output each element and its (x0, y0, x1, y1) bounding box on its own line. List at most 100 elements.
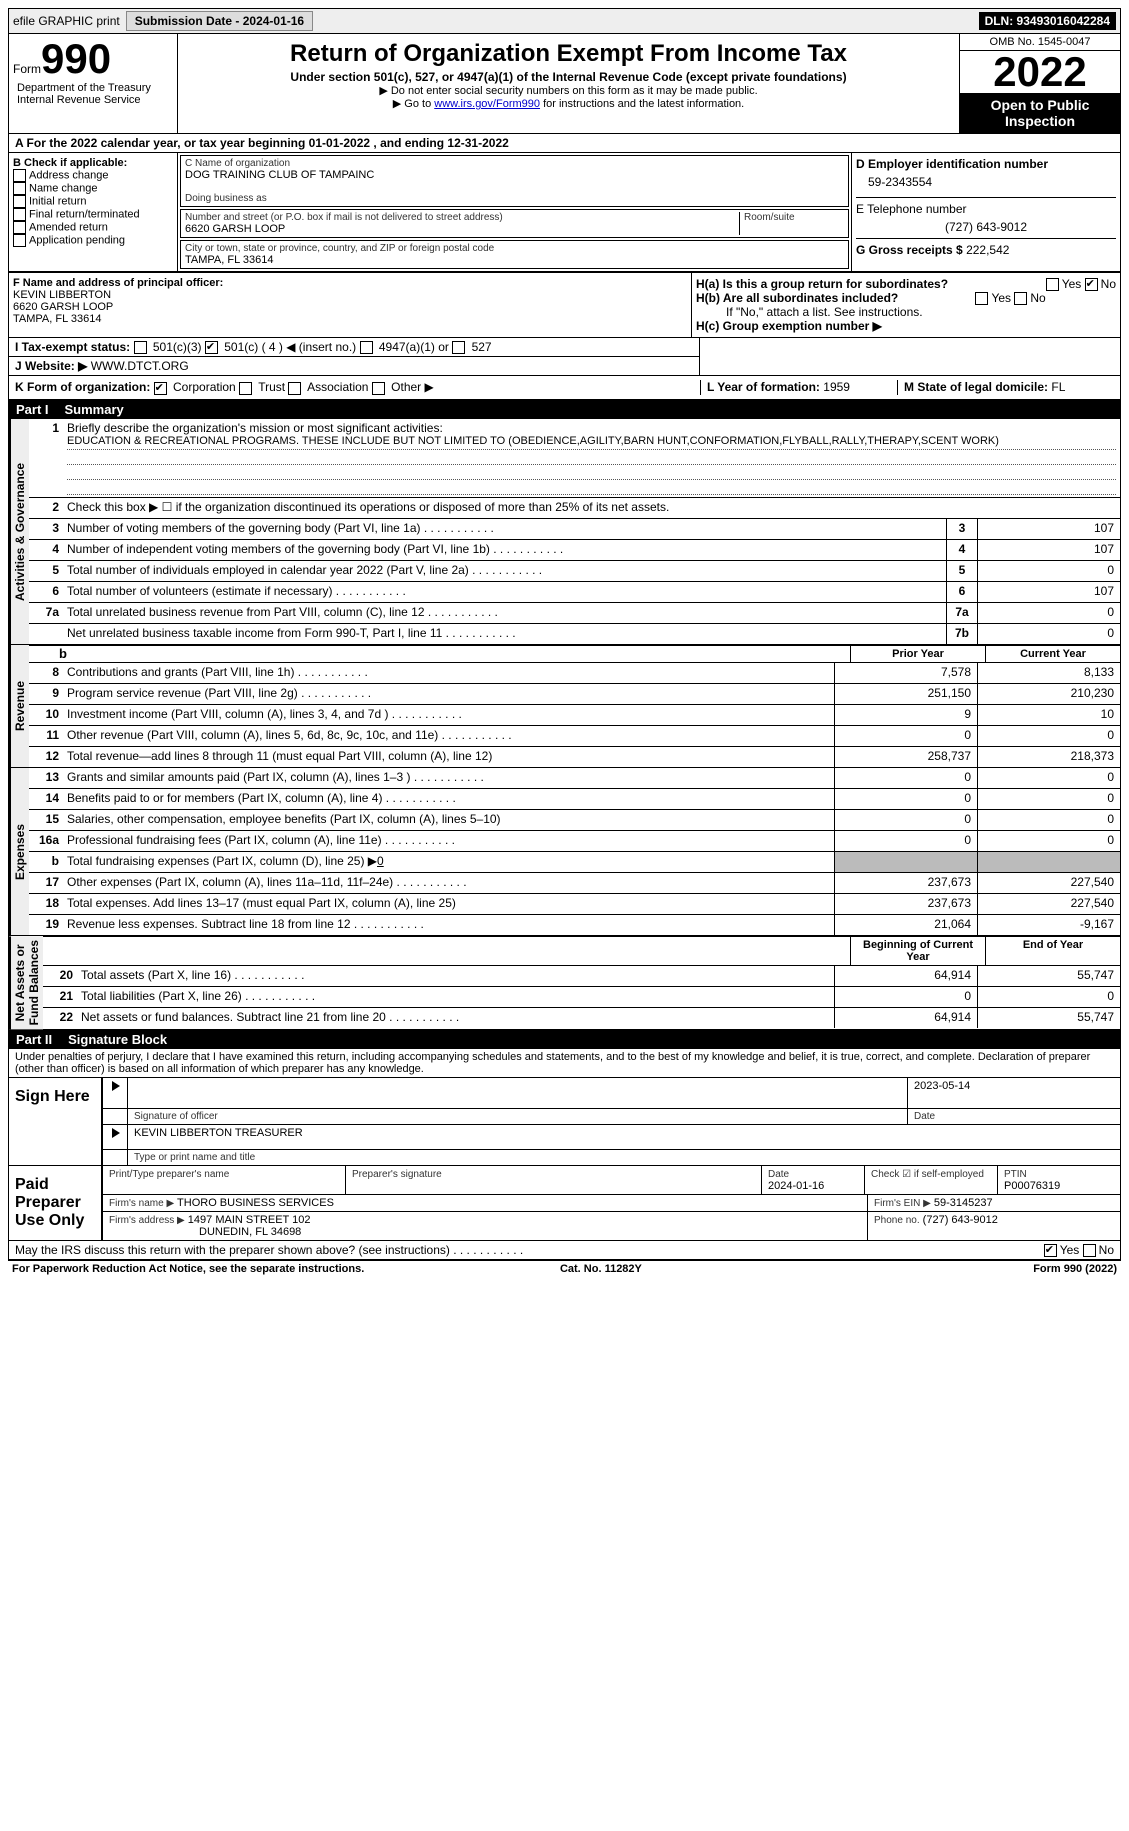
check-self: Check ☑ if self-employed (871, 1169, 984, 1180)
p11: 0 (834, 726, 977, 746)
cb-trust[interactable] (239, 382, 252, 395)
hb-no[interactable] (1014, 292, 1027, 305)
l2-lbl: Check this box ▶ ☐ if the organization d… (63, 498, 1120, 518)
col-h: H(a) Is this a group return for subordin… (691, 273, 1120, 337)
cb-corp[interactable] (154, 382, 167, 395)
goto-post: for instructions and the latest informat… (540, 98, 744, 110)
vert-ag: Activities & Governance (9, 419, 29, 644)
activities-governance: Activities & Governance 1 Briefly descri… (8, 419, 1121, 645)
ein-val: 59-2343554 (856, 171, 1116, 197)
l20: Total assets (Part X, line 16) (77, 966, 834, 986)
irs-yes-lbl: Yes (1060, 1243, 1080, 1257)
cb-amended[interactable] (13, 221, 26, 234)
goto-pre: ▶ Go to (393, 98, 434, 110)
c20: 55,747 (977, 966, 1120, 986)
hb-yes[interactable] (975, 292, 988, 305)
p13: 0 (834, 768, 977, 788)
mission-text: EDUCATION & RECREATIONAL PROGRAMS. THESE… (67, 435, 1116, 450)
sig-officer-lbl: Signature of officer (128, 1109, 908, 1124)
irs-no[interactable] (1083, 1244, 1096, 1257)
ha-yes-lbl: Yes (1062, 277, 1082, 291)
part1-num: Part I (16, 402, 49, 417)
form-number-box: Form990 Department of the Treasury Inter… (9, 34, 178, 133)
c9: 210,230 (977, 684, 1120, 704)
ha-yes[interactable] (1046, 278, 1059, 291)
l-val: 1959 (823, 380, 850, 394)
hb-note: If "No," attach a list. See instructions… (696, 305, 1116, 319)
arrow-icon (112, 1081, 120, 1091)
l17: Other expenses (Part IX, column (A), lin… (63, 873, 834, 893)
officer-name: KEVIN LIBBERTON (13, 289, 111, 301)
v7b: 0 (977, 624, 1120, 644)
dln-label: DLN: 93493016042284 (979, 12, 1116, 30)
section-bcdeg: B Check if applicable: Address change Na… (8, 153, 1121, 272)
part1-header: Part I Summary (8, 400, 1121, 419)
l14: Benefits paid to or for members (Part IX… (63, 789, 834, 809)
section-a: A For the 2022 calendar year, or tax yea… (8, 134, 1121, 153)
paid-preparer-block: Paid Preparer Use Only Print/Type prepar… (8, 1166, 1121, 1241)
irs-link[interactable]: www.irs.gov/Form990 (434, 98, 540, 110)
opt-amended: Amended return (29, 221, 108, 233)
firm-addr2: DUNEDIN, FL 34698 (109, 1226, 301, 1238)
p17: 237,673 (834, 873, 977, 893)
prep-sig-lbl: Preparer's signature (352, 1169, 442, 1180)
ha-no[interactable] (1085, 278, 1098, 291)
m-lbl: M State of legal domicile: (904, 380, 1048, 394)
submission-date-btn[interactable]: Submission Date - 2024-01-16 (126, 11, 313, 31)
firm-ein: 59-3145237 (934, 1197, 993, 1209)
cb-pending[interactable] (13, 234, 26, 247)
cb-501c3[interactable] (134, 341, 147, 354)
c15: 0 (977, 810, 1120, 830)
k-o1: Corporation (173, 380, 236, 394)
l22: Net assets or fund balances. Subtract li… (77, 1008, 834, 1028)
l16b-val: 0 (377, 854, 384, 868)
c10: 10 (977, 705, 1120, 725)
form-ref: Form 990 (2022) (1033, 1263, 1117, 1275)
form-header: Form990 Department of the Treasury Inter… (8, 34, 1121, 134)
hdr-curr: Current Year (985, 646, 1120, 662)
c22: 55,747 (977, 1008, 1120, 1028)
gross-receipts: 222,542 (966, 243, 1009, 257)
m-val: FL (1051, 380, 1065, 394)
cb-other[interactable] (372, 382, 385, 395)
pra-notice: For Paperwork Reduction Act Notice, see … (12, 1263, 364, 1275)
header-title-block: Return of Organization Exempt From Incom… (178, 34, 959, 133)
vert-exp: Expenses (9, 768, 29, 935)
cb-name-change[interactable] (13, 182, 26, 195)
p12: 258,737 (834, 747, 977, 767)
cb-527[interactable] (452, 341, 465, 354)
cb-4947[interactable] (360, 341, 373, 354)
e-lbl: E Telephone number (856, 202, 967, 216)
form-word: Form (13, 62, 41, 76)
hdr-end: End of Year (985, 937, 1120, 965)
org-name: DOG TRAINING CLUB OF TAMPAINC (185, 169, 844, 181)
k-o4: Other ▶ (391, 380, 434, 394)
cb-final[interactable] (13, 208, 26, 221)
cb-initial[interactable] (13, 195, 26, 208)
ha-lbl: H(a) Is this a group return for subordin… (696, 277, 948, 291)
l12: Total revenue—add lines 8 through 11 (mu… (63, 747, 834, 767)
p8: 7,578 (834, 663, 977, 683)
opt-final: Final return/terminated (29, 208, 140, 220)
cb-address-change[interactable] (13, 169, 26, 182)
a-begin: 01-01-2022 (309, 136, 370, 150)
cb-501c[interactable] (205, 341, 218, 354)
vert-na: Net Assets or Fund Balances (9, 936, 43, 1029)
p9: 251,150 (834, 684, 977, 704)
insp-line2: Inspection (964, 113, 1116, 129)
opt-address: Address change (29, 169, 109, 181)
irs-yes[interactable] (1044, 1244, 1057, 1257)
form-subtitle: Under section 501(c), 527, or 4947(a)(1)… (186, 70, 951, 84)
p15: 0 (834, 810, 977, 830)
l16b: Total fundraising expenses (Part IX, col… (63, 852, 834, 872)
a-end: 12-31-2022 (447, 136, 508, 150)
p22: 64,914 (834, 1008, 977, 1028)
l7a-lbl: Total unrelated business revenue from Pa… (63, 603, 946, 623)
hdr-beg: Beginning of Current Year (850, 937, 985, 965)
a-mid: , and ending (373, 136, 447, 150)
cb-assoc[interactable] (288, 382, 301, 395)
goto-note: ▶ Go to www.irs.gov/Form990 for instruct… (186, 97, 951, 110)
expenses-block: Expenses 13Grants and similar amounts pa… (8, 768, 1121, 936)
p16a: 0 (834, 831, 977, 851)
addr-val: 6620 GARSH LOOP (185, 223, 739, 235)
